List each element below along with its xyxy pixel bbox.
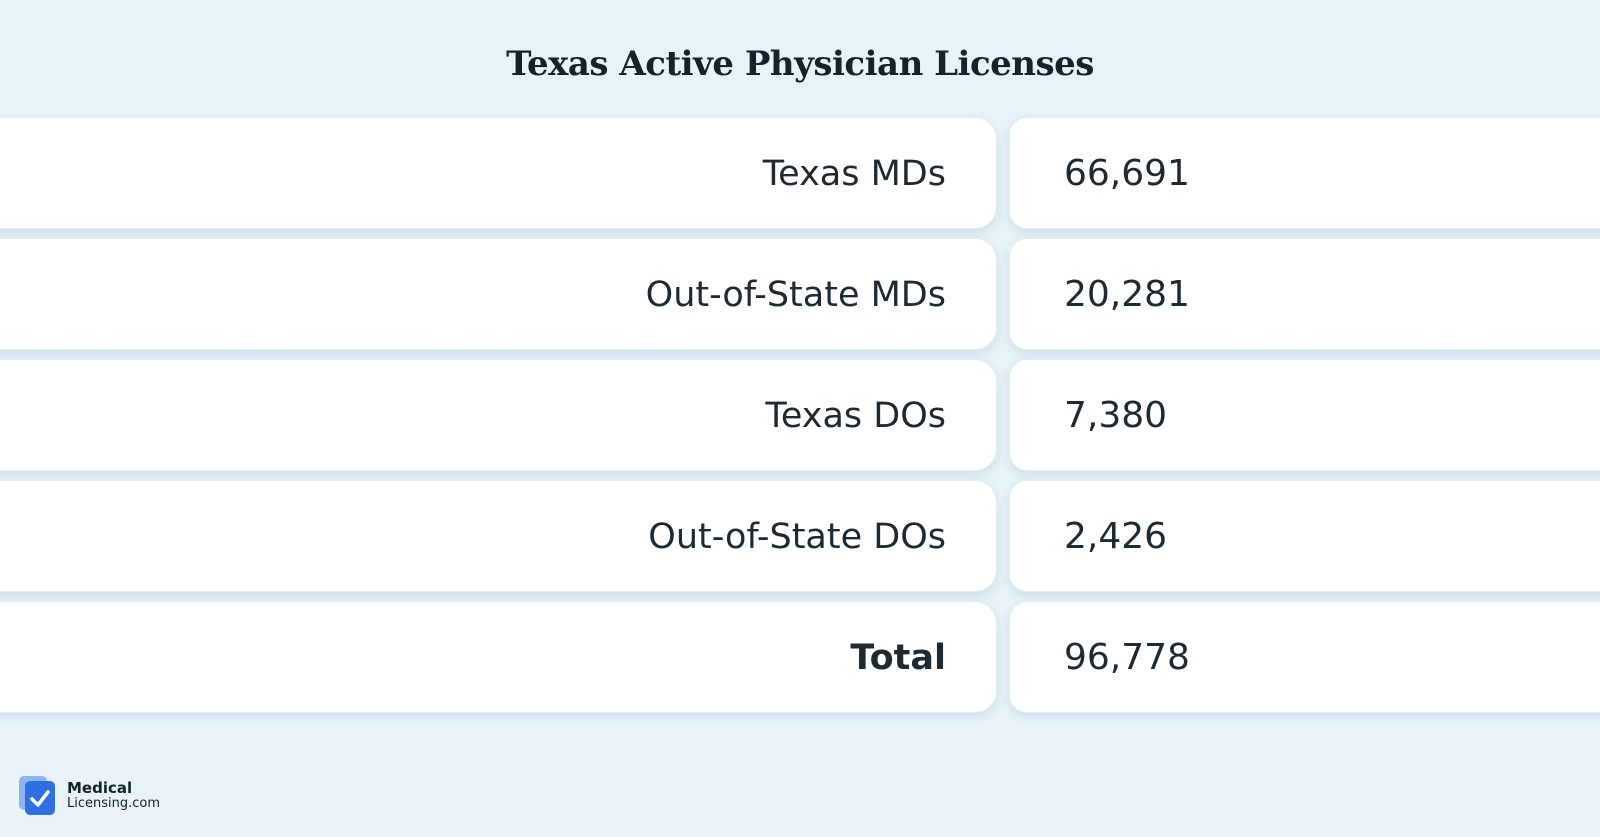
row-label-cell: Out-of-State DOs (0, 480, 997, 592)
row-value-cell: 2,426 (1009, 480, 1600, 592)
row-label-cell: Texas DOs (0, 359, 997, 471)
row-label: Out-of-State MDs (645, 275, 946, 315)
table-row: Out-of-State MDs 20,281 (0, 238, 1600, 350)
logo-wordmark: Medical Licensing.com (67, 779, 161, 812)
row-label: Texas MDs (762, 154, 946, 194)
row-value: 7,380 (1064, 395, 1168, 436)
table-row: Texas DOs 7,380 (0, 359, 1600, 471)
row-label: Texas DOs (765, 396, 946, 436)
table-row: Texas MDs 66,691 (0, 117, 1600, 229)
table-row: Total 96,778 (0, 601, 1600, 713)
row-value: 20,281 (1064, 274, 1190, 315)
row-label: Total (850, 638, 946, 678)
row-value-cell: 20,281 (1009, 238, 1600, 350)
chart-title: Texas Active Physician Licenses (506, 44, 1094, 84)
row-label: Out-of-State DOs (648, 517, 946, 557)
check-document-icon (19, 776, 55, 815)
logo-line-2: Licensing.com (67, 796, 161, 811)
row-label-cell: Total (0, 601, 997, 713)
row-value-cell: 96,778 (1009, 601, 1600, 713)
row-value: 66,691 (1064, 153, 1190, 194)
row-label-cell: Out-of-State MDs (0, 238, 997, 350)
table-row: Out-of-State DOs 2,426 (0, 480, 1600, 592)
brand-logo: Medical Licensing.com (19, 776, 179, 818)
row-value-cell: 7,380 (1009, 359, 1600, 471)
row-label-cell: Texas MDs (0, 117, 997, 229)
row-value: 96,778 (1064, 637, 1190, 678)
logo-line-1: Medical (67, 779, 133, 797)
row-value: 2,426 (1064, 516, 1168, 557)
row-value-cell: 66,691 (1009, 117, 1600, 229)
